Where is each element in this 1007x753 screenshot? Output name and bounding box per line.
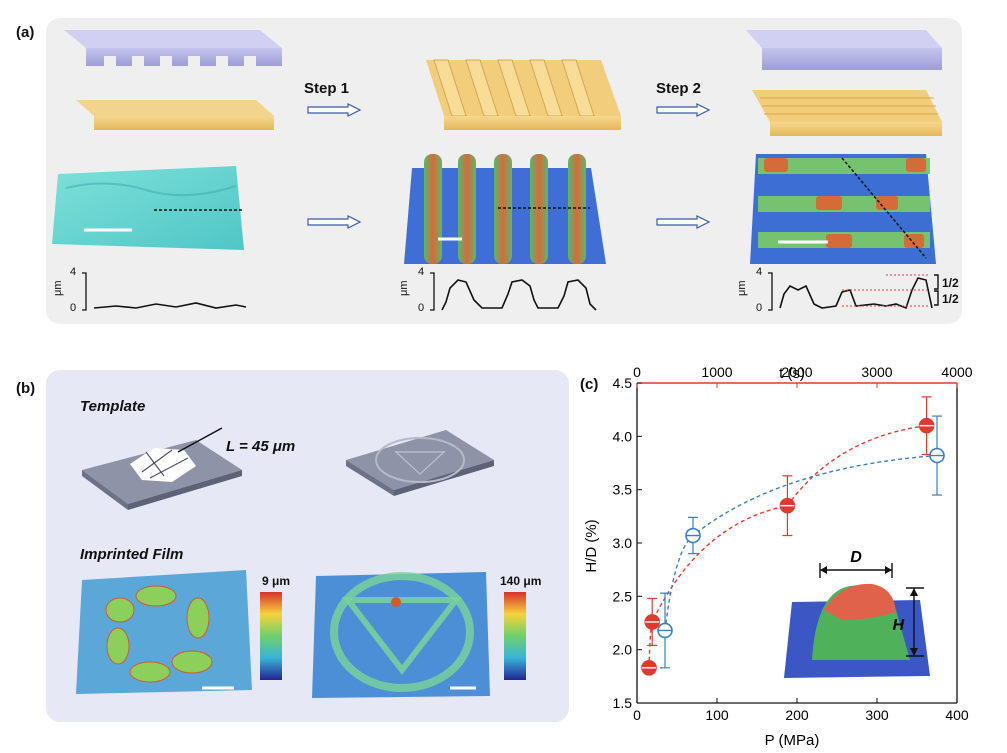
y-tick-label: 2.0 (613, 642, 633, 658)
y-tick-label: 3.0 (613, 535, 633, 551)
imprinted-film-label: Imprinted Film (80, 546, 184, 563)
arrow-afm2 (656, 215, 711, 229)
profile-tick-bottom-1: 0 (70, 302, 77, 314)
fit-curve (648, 424, 927, 668)
chart-ticks: 0 100 200 300 4000 1000 2000 3000 40001.52.02.53… (613, 364, 973, 723)
inset-H-label: H (892, 617, 904, 634)
y-axis-label: H/D (%) (583, 519, 600, 572)
panel-b-illustration (76, 427, 526, 698)
scale-left-max: 9 μm (262, 574, 291, 588)
profile-unit-2: μm (398, 280, 410, 296)
profile-unit-1: μm (52, 280, 64, 296)
profile-tick-top-3: 4 (756, 266, 763, 278)
profile-grooved (441, 279, 597, 311)
imprinted-film-circle (312, 572, 526, 698)
panel-a-label: (a) (16, 24, 35, 41)
grooved-film-right (752, 90, 942, 136)
panel-a-illustration (52, 30, 942, 311)
template-circle (346, 430, 494, 496)
profile-unit-3: μm (736, 280, 748, 296)
profile-tick-top-2: 4 (418, 266, 425, 278)
x2-tick-label: 0 (633, 364, 641, 380)
profile-crossed (779, 277, 933, 310)
scale-right-max: 140 μm (500, 574, 542, 588)
y-tick-label: 3.5 (613, 482, 633, 498)
step2-label: Step 2 (656, 80, 702, 97)
hd-chart: 0 100 200 300 4000 1000 2000 3000 40001.52.02.53… (583, 364, 973, 749)
fit-curve (664, 454, 938, 631)
arrow-afm1 (307, 215, 362, 229)
profile-tick-top-1: 4 (70, 266, 77, 278)
length-label: L = 45 μm (226, 438, 296, 455)
template-label: Template (80, 398, 146, 415)
profile-tick-bottom-3: 0 (756, 302, 763, 314)
x-tick-label: 400 (945, 707, 969, 723)
x2-axis-label: t (s) (779, 365, 805, 382)
x-tick-label: 300 (865, 707, 889, 723)
arrow-step2 (656, 103, 711, 117)
profile-flat (93, 302, 247, 309)
y-tick-label: 4.5 (613, 375, 633, 391)
chart-data-points (641, 396, 945, 676)
afm-flat-film (52, 166, 244, 250)
y-tick-label: 1.5 (613, 695, 633, 711)
step1-label: Step 1 (304, 80, 350, 97)
template-shutter (82, 427, 242, 510)
x2-tick-label: 4000 (941, 364, 972, 380)
mold-template-right (746, 30, 942, 70)
ratio-top-label: 1/2 (942, 276, 959, 290)
grooved-film-middle (426, 59, 621, 130)
afm-crossed-film (750, 154, 936, 264)
mold-template-left (64, 30, 282, 66)
imprinted-film-shutter (76, 570, 282, 694)
panel-c-label: (c) (580, 376, 599, 393)
x2-tick-label: 1000 (701, 364, 732, 380)
x-axis-label: P (MPa) (765, 732, 820, 749)
ratio-bottom-label: 1/2 (942, 292, 959, 306)
y-tick-label: 2.5 (613, 588, 633, 604)
x-tick-label: 100 (705, 707, 729, 723)
profile-tick-bottom-2: 0 (418, 302, 425, 314)
x-tick-label: 200 (785, 707, 809, 723)
arrow-step1 (307, 103, 362, 117)
inset-D-label: D (850, 549, 862, 566)
x2-tick-label: 3000 (861, 364, 892, 380)
y-tick-label: 4.0 (613, 428, 633, 444)
chart-fit-curves (648, 424, 938, 668)
afm-grooved-film (404, 154, 606, 264)
chart-inset-droplet (784, 563, 930, 678)
panel-b-label: (b) (16, 380, 36, 397)
flat-film-left (76, 100, 274, 130)
x-tick-label: 0 (633, 707, 641, 723)
x2-tick-label: 2000 (781, 364, 812, 380)
